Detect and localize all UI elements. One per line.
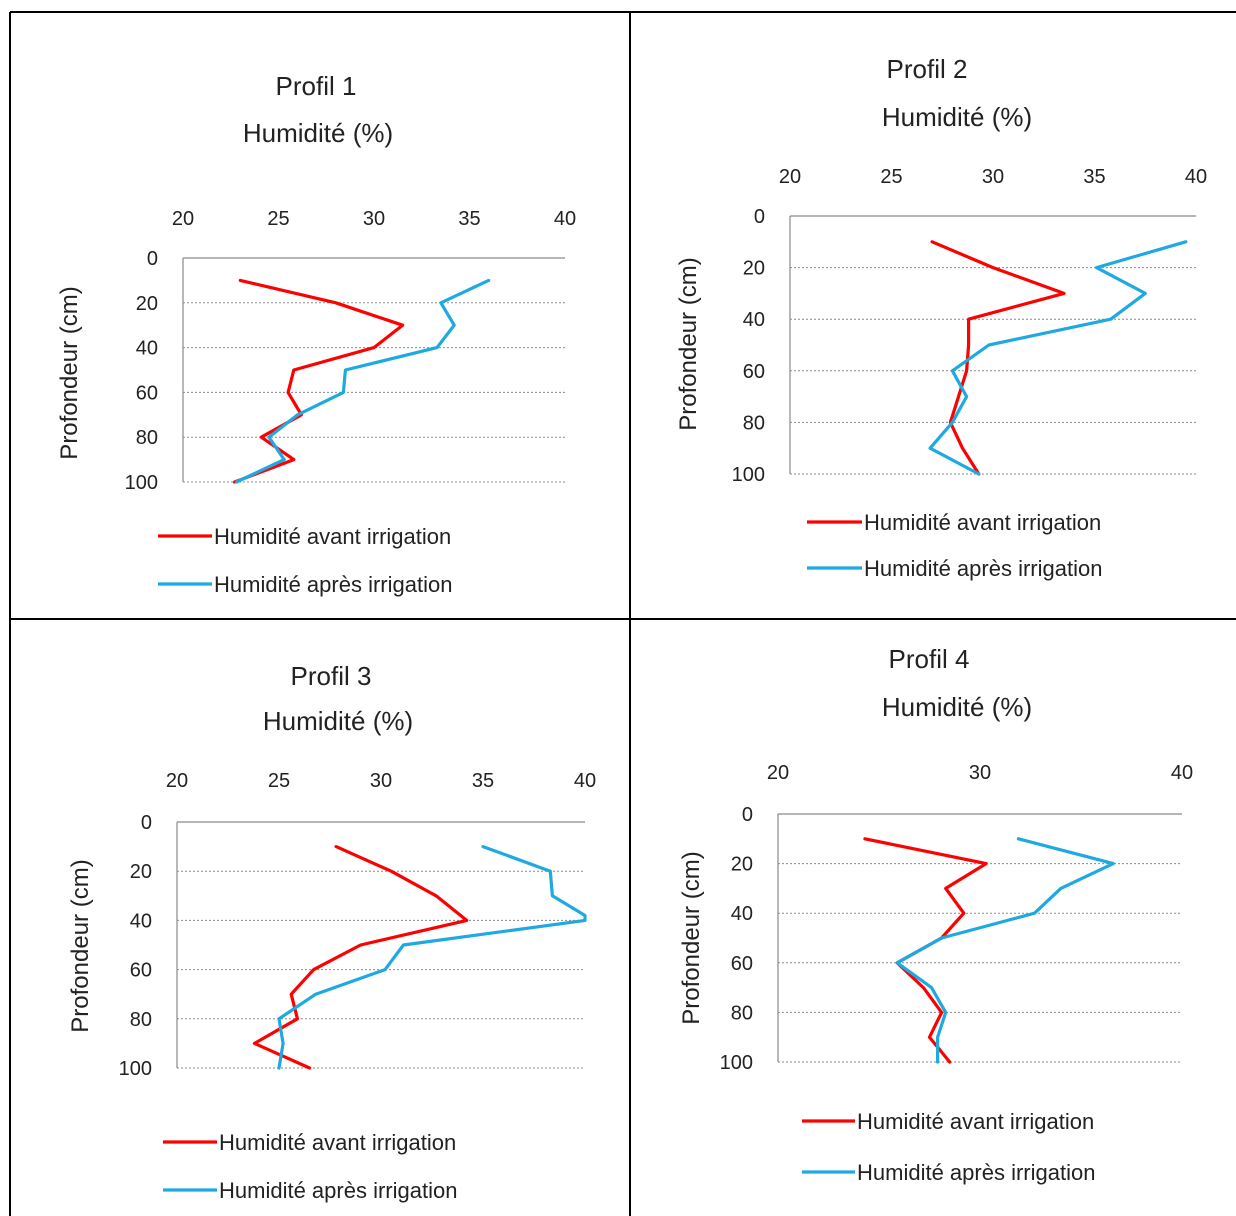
x-tick-label: 40: [554, 208, 576, 230]
x-axis-title: Humidité (%): [882, 102, 1032, 132]
x-tick-label: 25: [880, 166, 902, 188]
y-tick-label: 80: [136, 427, 158, 449]
legend-label: Humidité avant irrigation: [214, 524, 451, 549]
x-tick-label: 40: [574, 770, 596, 792]
y-tick-label: 80: [130, 1009, 152, 1031]
y-tick-label: 20: [731, 854, 753, 876]
y-tick-label: 20: [130, 861, 152, 883]
x-tick-label: 30: [969, 762, 991, 784]
chart-2: Profil 2 Humidité (%) 0 20 40 60 80 100 20 25 30 35…: [675, 54, 1207, 581]
legend-label: Humidité avant irrigation: [857, 1109, 1094, 1134]
y-axis-title: Profondeur (cm): [56, 286, 83, 459]
y-tick-label: 0: [147, 248, 158, 270]
x-tick-label: 25: [267, 208, 289, 230]
series-line-apres: [234, 278, 491, 484]
y-tick-label: 60: [731, 953, 753, 975]
x-tick-label: 20: [172, 208, 194, 230]
x-tick-label: 25: [268, 770, 290, 792]
legend-label: Humidité avant irrigation: [219, 1130, 456, 1155]
chart-title: Profil 3: [291, 661, 372, 691]
x-tick-label: 30: [363, 208, 385, 230]
legend-label: Humidité après irrigation: [857, 1160, 1095, 1185]
y-tick-label: 40: [136, 338, 158, 360]
x-tick-label: 35: [472, 770, 494, 792]
y-tick-label: 100: [732, 464, 765, 486]
x-tick-label: 20: [767, 762, 789, 784]
y-tick-label: 80: [731, 1002, 753, 1024]
chart-1: Profil 1 Humidité (%) 0 20 40 60 80 100 20 25 30 35…: [56, 71, 576, 597]
legend-label: Humidité avant irrigation: [864, 510, 1101, 535]
chart-panel-2: Profil 2 Humidité (%) 0 20 40 60 80 100 20 25 30 35…: [675, 54, 1207, 581]
y-tick-label: 80: [743, 412, 765, 434]
series-line-avant: [863, 837, 988, 1064]
y-tick-label: 100: [119, 1058, 152, 1080]
y-tick-label: 100: [125, 472, 158, 494]
series-line-avant: [252, 844, 469, 1070]
y-tick-label: 100: [720, 1052, 753, 1074]
y-tick-label: 40: [743, 309, 765, 331]
chart-title: Profil 2: [887, 54, 968, 84]
x-tick-label: 40: [1185, 166, 1207, 188]
chart-3: Profil 3 Humidité (%) 0 20 40 60 80 100 20 25 30 35…: [67, 661, 596, 1203]
y-tick-label: 60: [743, 361, 765, 383]
series-line-apres: [277, 844, 587, 1070]
chart-title: Profil 1: [276, 71, 357, 101]
y-tick-label: 60: [136, 382, 158, 404]
legend-label: Humidité après irrigation: [214, 572, 452, 597]
x-tick-label: 35: [1083, 166, 1105, 188]
x-tick-label: 20: [779, 166, 801, 188]
chart-title: Profil 4: [889, 644, 970, 674]
chart-panel-1: Profil 1 Humidité (%) 0 20 40 60 80 100 20 25 30 35…: [0, 0, 628, 616]
y-tick-label: 20: [136, 293, 158, 315]
x-axis-title: Humidité (%): [243, 118, 393, 148]
series-line-apres: [928, 240, 1188, 476]
x-tick-label: 40: [1171, 762, 1193, 784]
y-axis-title: Profondeur (cm): [67, 859, 94, 1032]
x-tick-label: 20: [166, 770, 188, 792]
y-tick-label: 0: [754, 206, 765, 228]
legend-label: Humidité après irrigation: [219, 1178, 457, 1203]
y-tick-label: 0: [742, 804, 753, 826]
x-tick-label: 30: [982, 166, 1004, 188]
y-axis-title: Profondeur (cm): [678, 851, 705, 1024]
y-tick-label: 20: [743, 258, 765, 280]
y-tick-label: 0: [141, 812, 152, 834]
y-axis-title: Profondeur (cm): [675, 257, 702, 430]
legend-label: Humidité après irrigation: [864, 556, 1102, 581]
y-tick-label: 60: [130, 960, 152, 982]
series-line-apres: [895, 837, 1115, 1064]
x-tick-label: 35: [458, 208, 480, 230]
x-axis-title: Humidité (%): [263, 706, 413, 736]
series-line-avant: [930, 240, 1066, 476]
y-tick-label: 40: [731, 903, 753, 925]
x-tick-label: 30: [370, 770, 392, 792]
x-axis-title: Humidité (%): [882, 692, 1032, 722]
y-tick-label: 40: [130, 910, 152, 932]
chart-panel-3: Profil 3 Humidité (%) 0 20 40 60 80 100 20 25 30 35…: [67, 661, 596, 1203]
